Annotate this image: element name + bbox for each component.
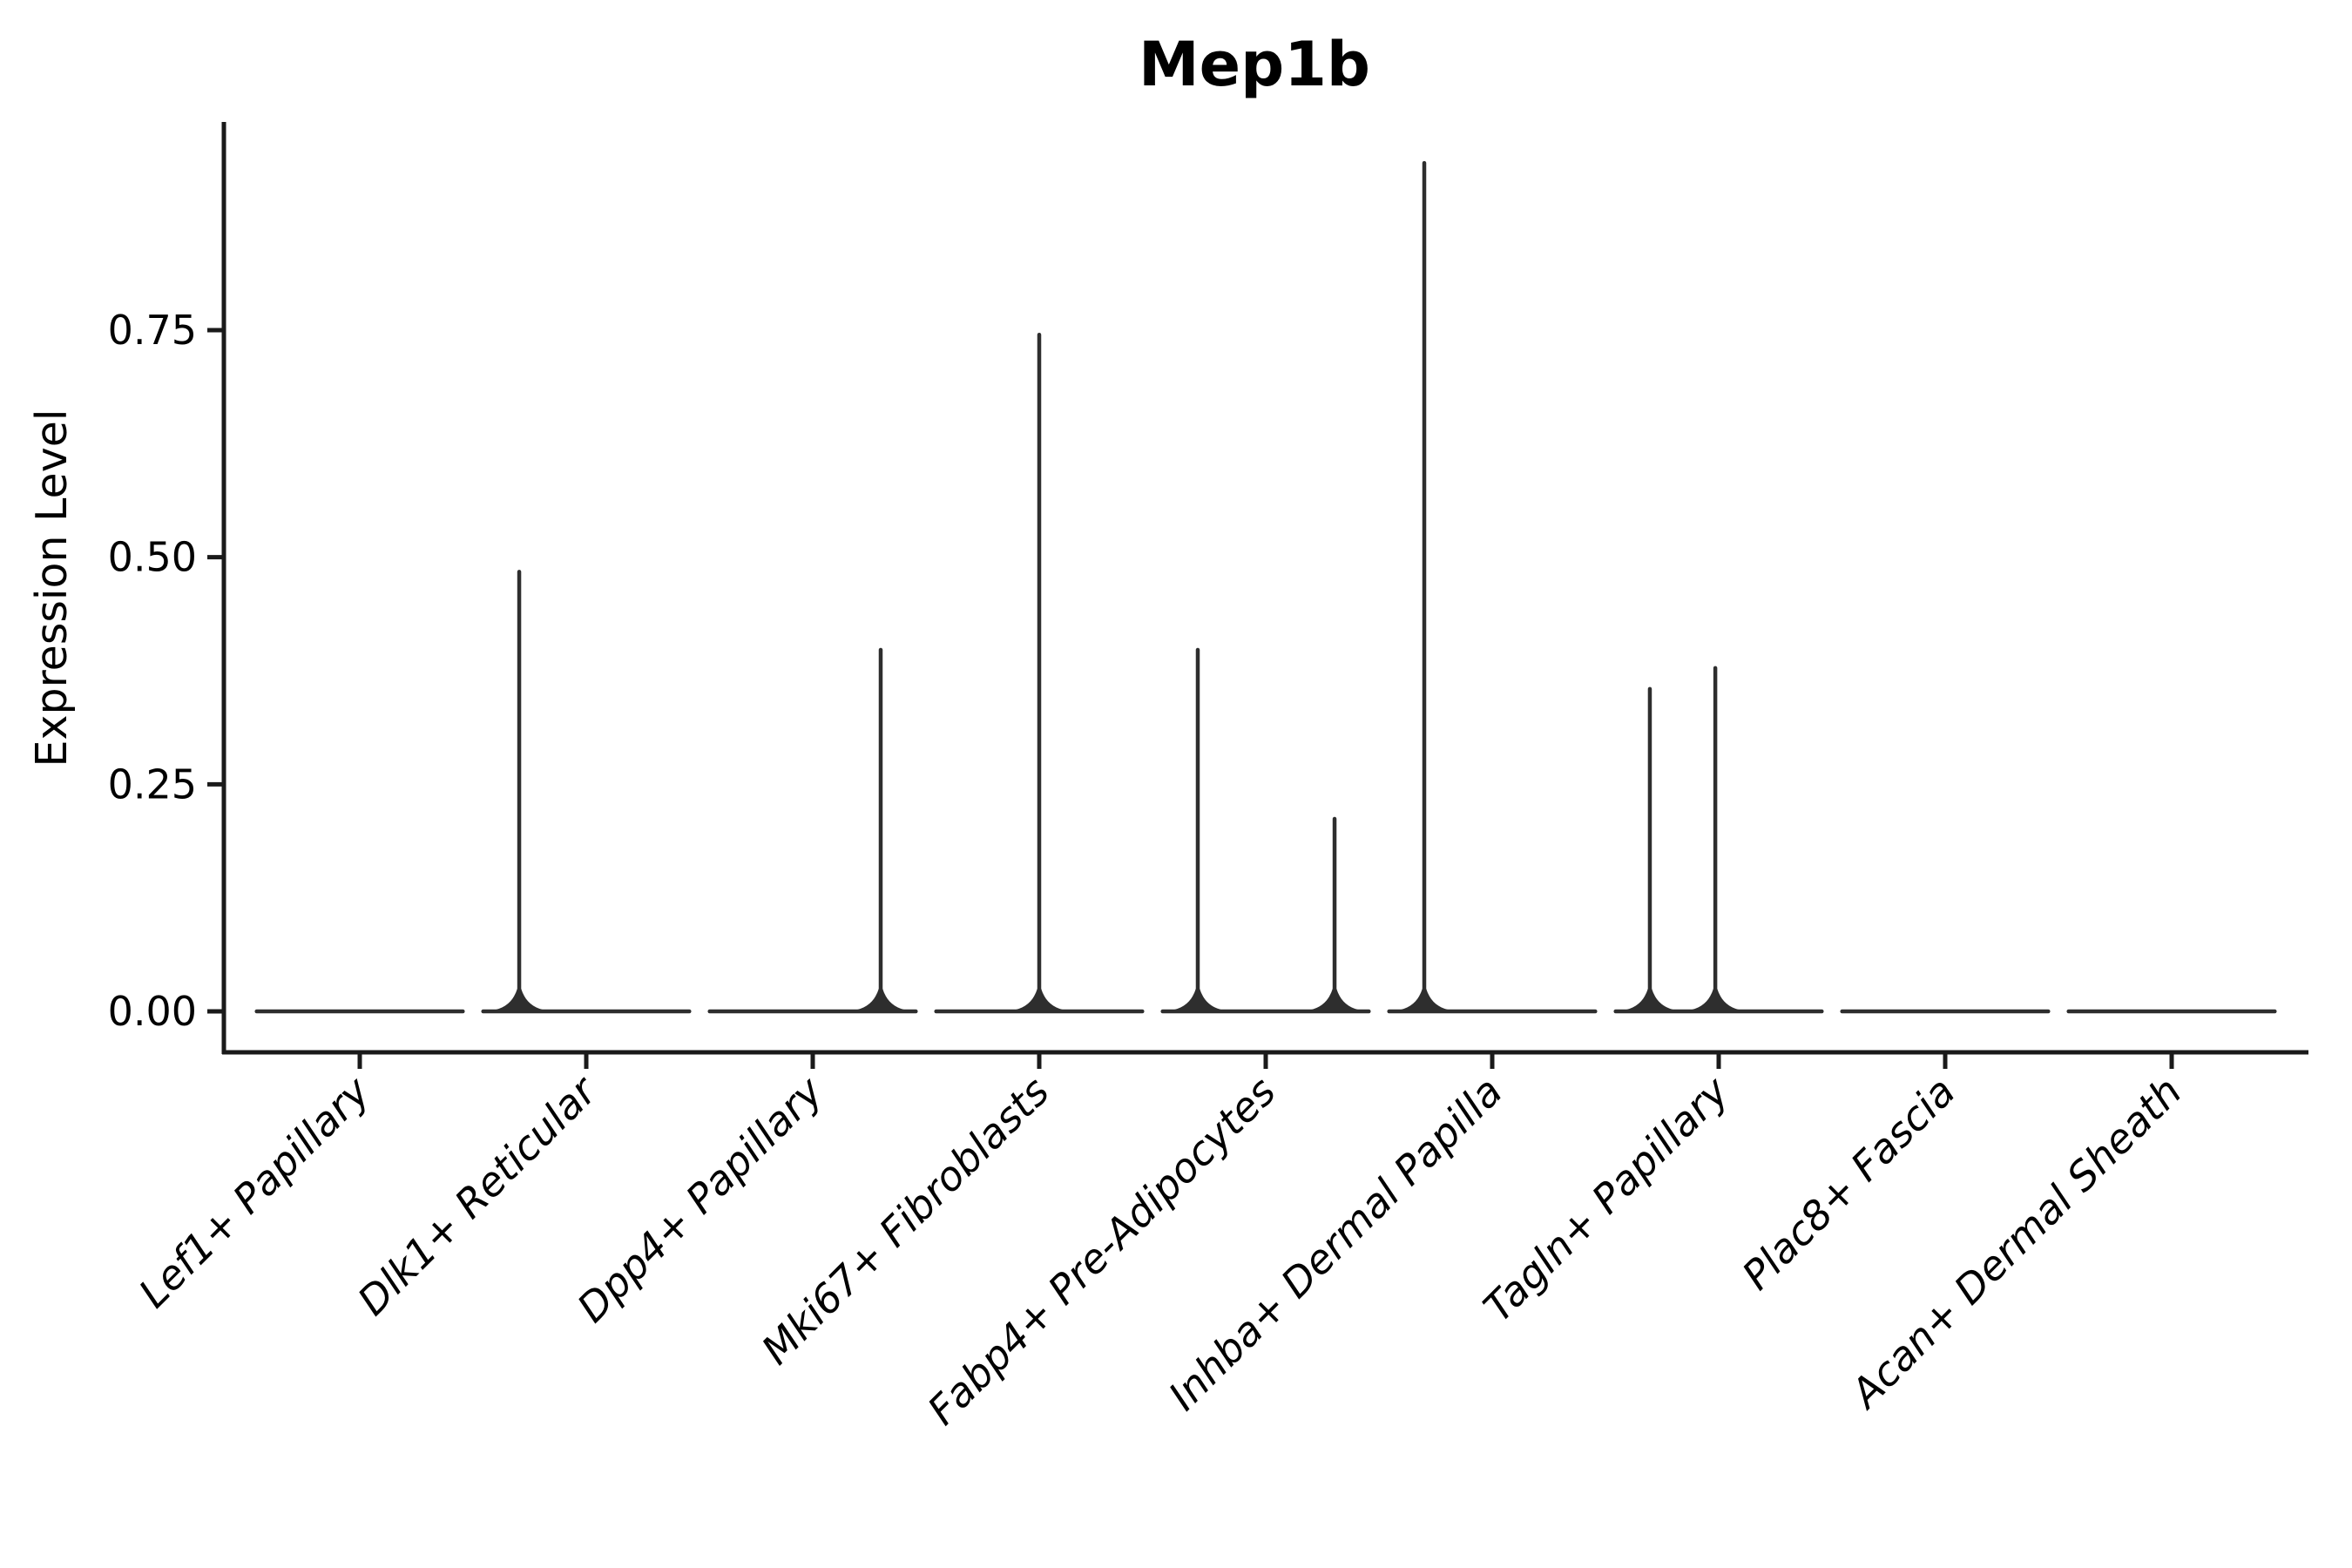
x-tick-label: Dlk1+ Reticular [348, 1065, 607, 1324]
violin [934, 332, 1145, 1014]
y-tick-label: 0.25 [108, 760, 197, 808]
violin-spike-flare [491, 989, 548, 1010]
y-tick-label: 0.50 [108, 534, 197, 581]
violin [481, 570, 692, 1014]
violin-spike-flare [1396, 989, 1452, 1010]
chart-title: Mep1b [1139, 29, 1370, 100]
violin [1613, 666, 1824, 1014]
violin-spike-flare [1307, 989, 1363, 1010]
violin-spike-flare [1170, 989, 1226, 1010]
x-tick-label: Dpp4+ Papillary [568, 1067, 832, 1331]
violin-spike-flare [853, 989, 909, 1010]
x-tick-label: Tagln+ Papillary [1474, 1067, 1738, 1331]
y-tick-label: 0.75 [108, 307, 197, 354]
violin [1387, 160, 1598, 1014]
y-axis-ticks: 0.00 0.25 0.50 0.75 [108, 307, 222, 1035]
violins-layer [254, 160, 2277, 1014]
violin-spike-flare [1621, 989, 1678, 1010]
violin-spike-flare [1011, 989, 1067, 1010]
violin-spike-flare [1687, 989, 1744, 1010]
violin [707, 647, 918, 1014]
y-tick-label: 0.00 [108, 988, 197, 1035]
y-axis-label: Expression Level [27, 409, 77, 767]
x-tick-label: Plac8+ Fascia [1733, 1068, 1963, 1299]
violin [1160, 647, 1371, 1014]
x-tick-label: Lef1+ Papillary [130, 1067, 379, 1316]
